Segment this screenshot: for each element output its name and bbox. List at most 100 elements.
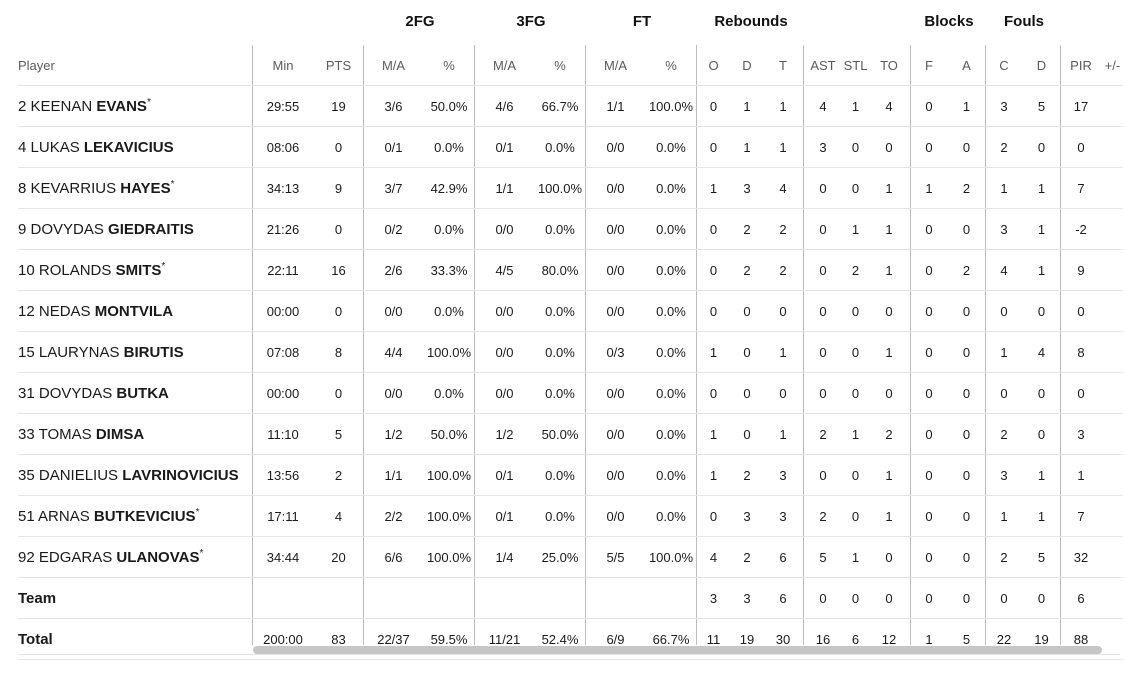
stat-2fg-pct bbox=[424, 577, 474, 619]
stat-pir: 9 bbox=[1060, 249, 1102, 291]
stat-reb-t: 6 bbox=[763, 577, 803, 619]
stat-ft-pct: 0.0% bbox=[646, 413, 696, 455]
player-name-cell[interactable]: 10 ROLANDS SMITS* bbox=[18, 249, 252, 291]
player-row[interactable]: 4 LUKAS LEKAVICIUS 08:06 0 0/1 0.0% 0/1 0.0% 0/… bbox=[18, 126, 1123, 168]
stat-to: 0 bbox=[868, 577, 910, 619]
player-name-cell[interactable]: 2 KEENAN EVANS* bbox=[18, 85, 252, 127]
stat-ft-ma: 0/0 bbox=[585, 249, 646, 291]
player-row[interactable]: 8 KEVARRIUS HAYES* 34:13 9 3/7 42.9% 1/1 100.0… bbox=[18, 167, 1123, 209]
stat-pir: 0 bbox=[1060, 290, 1102, 332]
player-name-cell[interactable]: 15 LAURYNAS BIRUTIS bbox=[18, 331, 252, 373]
player-name-cell[interactable]: 31 DOVYDAS BUTKA bbox=[18, 372, 252, 414]
stat-foul-c: 3 bbox=[985, 454, 1023, 496]
player-number: 10 bbox=[18, 261, 35, 279]
stat-foul-d: 0 bbox=[1023, 577, 1060, 619]
stat-pir: 7 bbox=[1060, 495, 1102, 537]
header-ft-pct: % bbox=[646, 46, 696, 86]
player-name-cell[interactable]: 8 KEVARRIUS HAYES* bbox=[18, 167, 252, 209]
stat-min: 07:08 bbox=[252, 331, 314, 373]
player-row[interactable]: 15 LAURYNAS BIRUTIS 07:08 8 4/4 100.0% 0/0 0.0… bbox=[18, 331, 1123, 373]
player-number: 51 bbox=[18, 507, 35, 525]
player-name-cell[interactable]: 92 EDGARAS ULANOVAS* bbox=[18, 536, 252, 578]
player-row[interactable]: 9 DOVYDAS GIEDRAITIS 21:26 0 0/2 0.0% 0/0 0.0%… bbox=[18, 208, 1123, 250]
stat-foul-c: 4 bbox=[985, 249, 1023, 291]
player-first-name: KEENAN bbox=[30, 97, 93, 115]
header-3fg-ma: M/A bbox=[474, 46, 535, 86]
stat-3fg-pct: 0.0% bbox=[535, 331, 585, 373]
stat-foul-c: 0 bbox=[985, 372, 1023, 414]
stat-reb-o: 0 bbox=[696, 249, 731, 291]
stat-reb-o: 1 bbox=[696, 331, 731, 373]
stat-blk-a: 2 bbox=[948, 167, 985, 209]
player-first-name: NEDAS bbox=[38, 302, 91, 320]
stat-2fg-ma: 1/1 bbox=[363, 454, 424, 496]
stat-3fg-ma: 0/0 bbox=[474, 208, 535, 250]
player-row[interactable]: 12 NEDAS MONTVILA 00:00 0 0/0 0.0% 0/0 0.0% 0/0… bbox=[18, 290, 1123, 332]
stat-reb-d: 3 bbox=[731, 577, 763, 619]
player-last-name: HAYES bbox=[120, 179, 171, 197]
stat-2fg-pct: 33.3% bbox=[424, 249, 474, 291]
player-name-cell[interactable]: 4 LUKAS LEKAVICIUS bbox=[18, 126, 252, 168]
stat-3fg-pct: 0.0% bbox=[535, 454, 585, 496]
stat-plus-minus bbox=[1102, 208, 1123, 250]
stat-foul-d: 0 bbox=[1023, 126, 1060, 168]
player-number: 35 bbox=[18, 466, 35, 484]
horizontal-scrollbar[interactable] bbox=[253, 646, 1102, 654]
group-blocks-header: Blocks bbox=[924, 13, 974, 30]
stat-3fg-pct: 0.0% bbox=[535, 126, 585, 168]
stat-ft-pct: 0.0% bbox=[646, 208, 696, 250]
player-row[interactable]: 51 ARNAS BUTKEVICIUS* 17:11 4 2/2 100.0% 0/1 0… bbox=[18, 495, 1123, 537]
player-row[interactable]: 92 EDGARAS ULANOVAS* 34:44 20 6/6 100.0% 1/4 2… bbox=[18, 536, 1123, 578]
stat-to: 1 bbox=[868, 208, 910, 250]
stat-foul-d: 1 bbox=[1023, 167, 1060, 209]
player-name-cell[interactable]: 35 DANIELIUS LAVRINOVICIUS bbox=[18, 454, 252, 496]
stat-ft-ma: 0/0 bbox=[585, 167, 646, 209]
player-name-cell[interactable]: 51 ARNAS BUTKEVICIUS* bbox=[18, 495, 252, 537]
stat-min: 13:56 bbox=[252, 454, 314, 496]
stat-plus-minus bbox=[1102, 495, 1123, 537]
stat-3fg-pct: 50.0% bbox=[535, 413, 585, 455]
stat-2fg-ma: 0/1 bbox=[363, 126, 424, 168]
player-last-name: MONTVILA bbox=[94, 302, 174, 320]
player-row[interactable]: 35 DANIELIUS LAVRINOVICIUS 13:56 2 1/1 100.0… bbox=[18, 454, 1123, 496]
stat-plus-minus bbox=[1102, 577, 1123, 619]
player-row[interactable]: 10 ROLANDS SMITS* 22:11 16 2/6 33.3% 4/5 80.0%… bbox=[18, 249, 1123, 291]
stat-2fg-ma: 4/4 bbox=[363, 331, 424, 373]
stat-foul-d: 5 bbox=[1023, 85, 1060, 127]
player-row[interactable]: 33 TOMAS DIMSA 11:10 5 1/2 50.0% 1/2 50.0% 0/0 0… bbox=[18, 413, 1123, 455]
stat-min bbox=[252, 577, 314, 619]
stat-blk-f: 0 bbox=[910, 126, 948, 168]
stat-reb-t: 3 bbox=[763, 495, 803, 537]
stat-2fg-ma: 1/2 bbox=[363, 413, 424, 455]
player-first-name: EDGARAS bbox=[38, 548, 113, 566]
player-name-cell[interactable]: 9 DOVYDAS GIEDRAITIS bbox=[18, 208, 252, 250]
stat-reb-t: 1 bbox=[763, 413, 803, 455]
player-number: 92 bbox=[18, 548, 35, 566]
stat-to: 1 bbox=[868, 249, 910, 291]
stat-pts: 0 bbox=[314, 372, 363, 414]
player-number: 12 bbox=[18, 302, 35, 320]
stat-ast: 4 bbox=[803, 85, 843, 127]
stat-stl: 1 bbox=[843, 413, 868, 455]
player-last-name: BIRUTIS bbox=[123, 343, 184, 361]
stat-reb-o: 1 bbox=[696, 167, 731, 209]
player-last-name: GIEDRAITIS bbox=[108, 220, 194, 238]
stat-3fg-ma: 1/2 bbox=[474, 413, 535, 455]
stat-foul-d: 0 bbox=[1023, 290, 1060, 332]
stat-reb-d: 3 bbox=[731, 495, 763, 537]
stat-ast: 0 bbox=[803, 249, 843, 291]
player-name-cell[interactable]: 12 NEDAS MONTVILA bbox=[18, 290, 252, 332]
stat-ft-ma: 0/0 bbox=[585, 208, 646, 250]
stat-3fg-ma: 0/1 bbox=[474, 495, 535, 537]
player-row[interactable]: 2 KEENAN EVANS* 29:55 19 3/6 50.0% 4/6 66.7% 1/… bbox=[18, 85, 1123, 127]
stat-reb-t: 0 bbox=[763, 290, 803, 332]
player-name-cell[interactable]: 33 TOMAS DIMSA bbox=[18, 413, 252, 455]
stat-reb-t: 1 bbox=[763, 331, 803, 373]
player-first-name: KEVARRIUS bbox=[30, 179, 117, 197]
stat-stl: 0 bbox=[843, 495, 868, 537]
stat-ast: 2 bbox=[803, 495, 843, 537]
stat-2fg-ma: 3/7 bbox=[363, 167, 424, 209]
player-row[interactable]: 31 DOVYDAS BUTKA 00:00 0 0/0 0.0% 0/0 0.0% 0/0 0… bbox=[18, 372, 1123, 414]
stat-blk-f: 0 bbox=[910, 331, 948, 373]
player-first-name: LAURYNAS bbox=[38, 343, 120, 361]
